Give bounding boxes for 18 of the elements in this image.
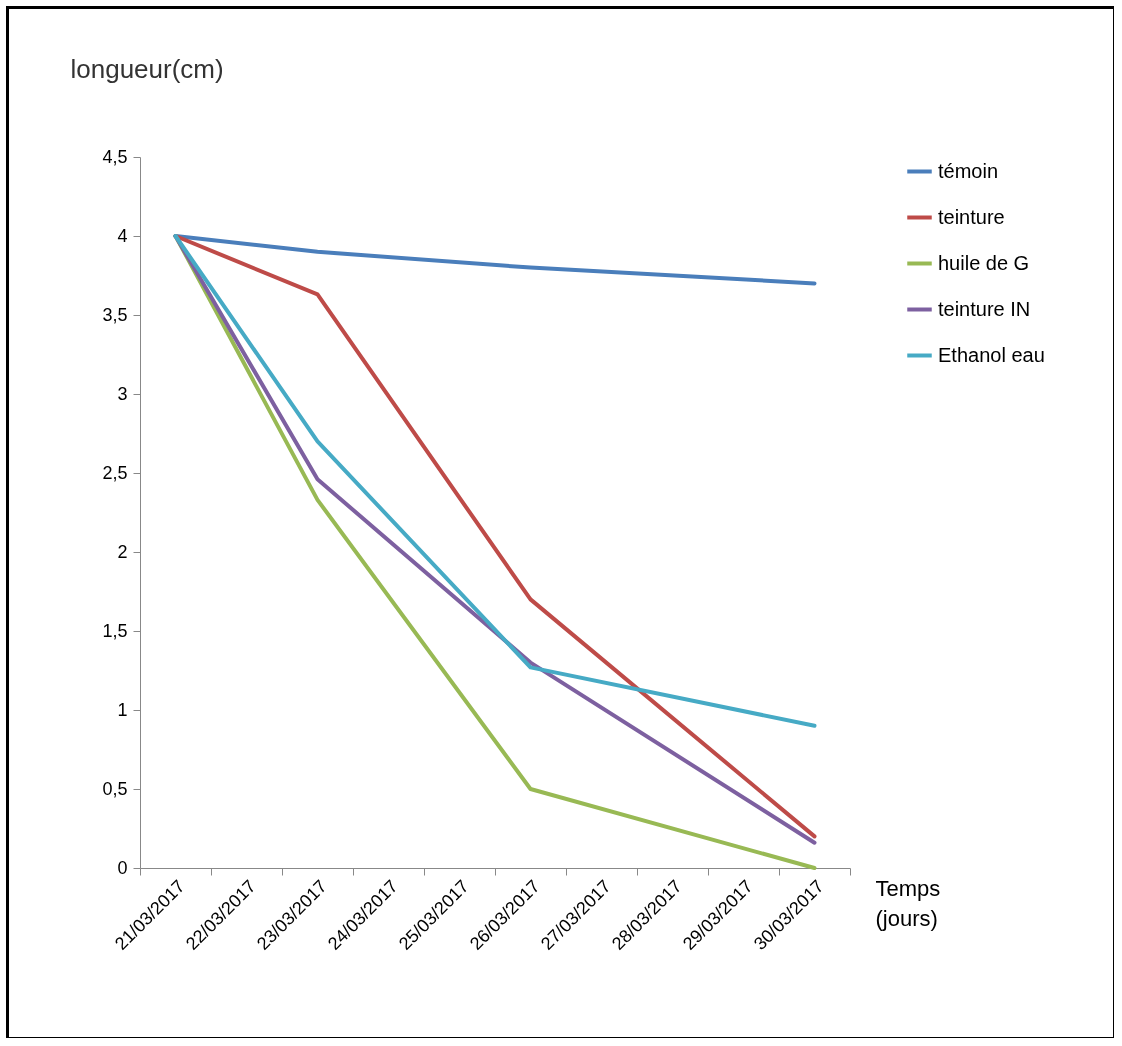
line-series	[173, 234, 817, 728]
y-axis-title: longueur(cm)	[70, 53, 224, 84]
y-tick-label: 2,5	[102, 462, 128, 483]
legend-label: Ethanol eau	[938, 343, 1045, 366]
y-tick-label: 0,5	[102, 778, 128, 799]
y-tick-label: 1	[117, 699, 128, 720]
y-tick-label: 1,5	[102, 620, 128, 641]
legend-label: teinture	[938, 205, 1005, 228]
y-tick-label: 2	[117, 541, 128, 562]
legend-label: huile de G	[938, 251, 1030, 274]
y-tick-label: 4	[117, 225, 128, 246]
x-axis-title: Temps (jours)	[875, 875, 941, 931]
y-tick-label: 3,5	[102, 304, 128, 325]
y-tick-label: 3	[117, 383, 128, 404]
y-tick-label: 0	[117, 857, 128, 878]
legend-label: teinture IN	[938, 297, 1031, 320]
legend-label: témoin	[938, 159, 999, 182]
y-tick-label: 4,5	[102, 146, 128, 167]
